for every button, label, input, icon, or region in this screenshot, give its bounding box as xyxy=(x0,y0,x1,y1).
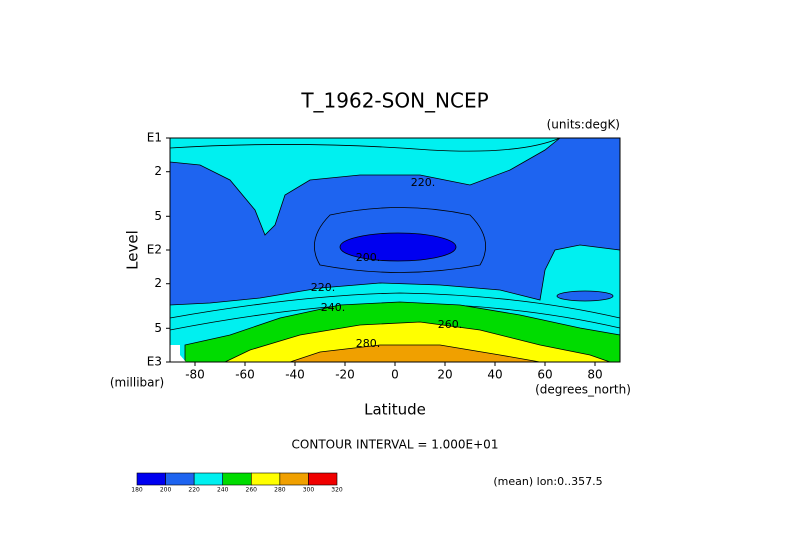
x-unit-label: (degrees_north) xyxy=(535,383,631,397)
colorbar-box xyxy=(193,472,224,486)
y-unit-label: (millibar) xyxy=(110,376,164,390)
units-label: (units:degK) xyxy=(547,118,620,132)
contour-fill xyxy=(556,290,614,302)
y-tick-label: 2 xyxy=(154,164,162,178)
colorbar-label: 300 xyxy=(303,487,315,494)
colorbar-label: 240 xyxy=(217,487,229,494)
x-tick-label: 60 xyxy=(537,368,552,382)
contour-label: 260. xyxy=(438,318,463,331)
contour-interval: CONTOUR INTERVAL = 1.000E+01 xyxy=(292,438,499,452)
x-axis-label: Latitude xyxy=(364,401,426,419)
y-tick-label: E1 xyxy=(147,131,162,145)
contour-fill xyxy=(339,232,457,262)
chart-title: T_1962-SON_NCEP xyxy=(300,89,488,113)
colorbar-box xyxy=(165,472,195,486)
x-tick-label: 80 xyxy=(587,368,602,382)
colorbar-box xyxy=(136,472,166,486)
contour-line xyxy=(169,292,621,319)
colorbar-label: 180 xyxy=(131,487,143,494)
colorbar-label: 200 xyxy=(160,487,172,494)
contour-label: 220. xyxy=(311,281,336,294)
x-tick-label: 40 xyxy=(487,368,502,382)
y-tick-label: E3 xyxy=(147,355,162,369)
contour-label: 220. xyxy=(411,176,436,189)
y-axis-label: Level xyxy=(124,230,142,270)
colorbar-box xyxy=(250,472,281,486)
colorbar-label: 280 xyxy=(274,487,286,494)
colorbar-label: 260 xyxy=(246,487,258,494)
colorbar-box xyxy=(308,472,338,486)
x-tick-label: -80 xyxy=(185,368,205,382)
below-ground xyxy=(170,345,186,362)
contour-label: 240. xyxy=(321,301,346,314)
contour-label: 200. xyxy=(356,251,381,264)
contour-line xyxy=(313,207,487,273)
colorbar-box xyxy=(222,472,252,486)
colorbar-label: 320 xyxy=(331,487,343,494)
colorbar-label: 220 xyxy=(188,487,200,494)
y-tick-label: 2 xyxy=(154,276,162,290)
y-tick-label: 5 xyxy=(154,321,162,335)
y-tick-label: 5 xyxy=(154,209,162,223)
x-tick-label: -60 xyxy=(235,368,255,382)
contour-line xyxy=(169,137,561,152)
colorbar-box xyxy=(279,472,309,486)
contour-label: 280. xyxy=(356,337,381,350)
x-tick-label: 0 xyxy=(391,368,399,382)
x-tick-label: -40 xyxy=(285,368,305,382)
footer: (mean) lon:0..357.5 xyxy=(493,475,602,488)
x-tick-label: 20 xyxy=(437,368,452,382)
y-tick-label: E2 xyxy=(147,243,162,257)
x-tick-label: -20 xyxy=(335,368,355,382)
